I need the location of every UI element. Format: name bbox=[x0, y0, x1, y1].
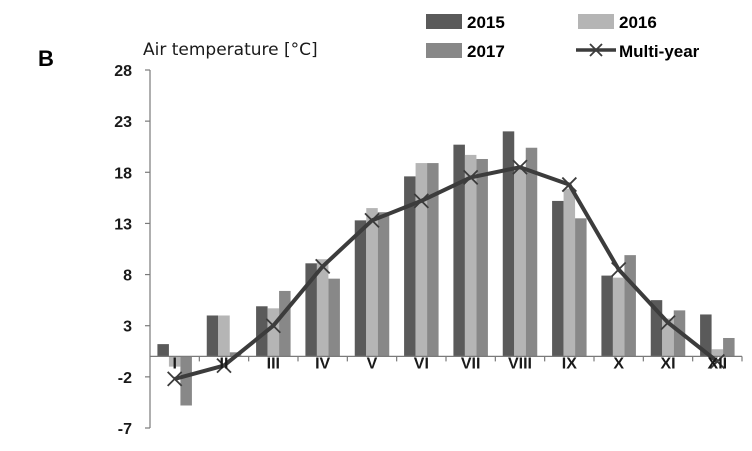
multi-year-point-i bbox=[167, 371, 183, 387]
x-category-label: VIII bbox=[508, 355, 532, 372]
bar-2016-xii bbox=[711, 349, 724, 357]
bar-2015-iii bbox=[256, 306, 268, 357]
y-tick-label: 13 bbox=[114, 216, 132, 233]
y-tick-label: 18 bbox=[114, 165, 132, 182]
bar-2016-iv bbox=[316, 259, 329, 357]
bar-2015-ix bbox=[552, 200, 564, 357]
y-tick-label: 23 bbox=[114, 114, 132, 131]
bar-2016-i bbox=[168, 356, 181, 367]
bar-2015-xii bbox=[700, 314, 712, 357]
multi-year-series-line bbox=[174, 165, 719, 381]
y-tick-label: 28 bbox=[114, 63, 132, 80]
y-tick-label: -2 bbox=[118, 370, 132, 387]
legend-label-multi-year: Multi-year bbox=[619, 42, 700, 61]
y-axis-title: Air temperature [°C] bbox=[143, 40, 318, 60]
legend: 2015 2016 2017 Multi-year bbox=[426, 13, 700, 61]
category-labels: I II III IV V VI VII VIII IX X XI XII bbox=[172, 355, 727, 372]
multi-year-point-xi bbox=[660, 315, 676, 331]
legend-swatch-2015 bbox=[426, 14, 462, 29]
legend-swatch-2016 bbox=[578, 14, 614, 29]
bar-2016-iii bbox=[267, 308, 280, 357]
bar-2017-iii bbox=[279, 290, 291, 357]
multi-year-point-ix bbox=[561, 176, 577, 193]
x-category-label: XII bbox=[708, 355, 728, 372]
legend-swatch-2017 bbox=[426, 43, 462, 58]
x-category-label: V bbox=[367, 355, 378, 372]
multi-year-point-x bbox=[611, 261, 627, 278]
bar-2015-viii bbox=[502, 131, 515, 357]
legend-label-2016: 2016 bbox=[619, 13, 657, 32]
x-category-label: VI bbox=[414, 355, 429, 372]
legend-label-2017: 2017 bbox=[467, 42, 505, 61]
bar-2017-vii bbox=[476, 158, 488, 357]
x-category-label: VII bbox=[461, 355, 481, 372]
bar-2015-v bbox=[354, 220, 367, 357]
y-tick-label: 3 bbox=[123, 319, 132, 336]
bar-2017-ix bbox=[575, 218, 587, 357]
multi-year-point-vi bbox=[413, 193, 429, 209]
bar-2015-i bbox=[157, 344, 169, 357]
bar-2017-x bbox=[624, 255, 636, 357]
multi-year-point-ii bbox=[216, 357, 232, 374]
x-category-label: IV bbox=[315, 355, 330, 372]
bar-2016-vi bbox=[415, 163, 428, 357]
bar-2017-vi bbox=[427, 163, 439, 357]
bar-2017-i bbox=[180, 356, 192, 406]
multi-year-point-iv bbox=[315, 258, 331, 275]
y-tick-label: 8 bbox=[123, 268, 132, 285]
bars bbox=[157, 131, 735, 406]
bar-2016-ix bbox=[563, 188, 576, 357]
multi-year-point-viii bbox=[512, 159, 528, 175]
x-category-label: III bbox=[267, 355, 280, 372]
bar-2015-vii bbox=[453, 144, 465, 357]
x-category-label: XI bbox=[660, 355, 675, 372]
x-category-label: II bbox=[220, 355, 229, 372]
bar-2015-ii bbox=[206, 315, 219, 357]
bar-2017-xii bbox=[723, 337, 735, 357]
bar-2016-x bbox=[612, 277, 625, 357]
multi-year-point-iii bbox=[265, 318, 281, 334]
panel-label: B bbox=[38, 46, 54, 71]
bar-2015-vi bbox=[404, 176, 416, 357]
bar-2016-v bbox=[366, 208, 378, 357]
x-category-label: IX bbox=[562, 355, 577, 372]
bar-2016-xi bbox=[662, 318, 674, 357]
bar-2016-viii bbox=[514, 167, 526, 357]
multi-year-point-xii bbox=[709, 353, 725, 370]
legend-marker-multi-year bbox=[589, 43, 603, 57]
bar-2017-v bbox=[377, 212, 390, 357]
legend-label-2015: 2015 bbox=[467, 13, 505, 32]
y-tick-labels: 28 23 18 13 8 3 -2 -7 bbox=[114, 63, 132, 438]
bar-2015-iv bbox=[305, 263, 317, 357]
bar-2017-iv bbox=[328, 278, 340, 357]
multi-year-point-v bbox=[364, 212, 380, 228]
multi-year-point-vii bbox=[463, 169, 479, 186]
bar-2017-viii bbox=[525, 147, 538, 357]
bar-2016-ii bbox=[218, 315, 230, 357]
x-category-label: X bbox=[613, 355, 624, 372]
bar-2015-x bbox=[601, 275, 613, 357]
x-category-label: I bbox=[172, 355, 176, 372]
y-tick-label: -7 bbox=[118, 421, 132, 438]
bar-2015-xi bbox=[650, 300, 663, 357]
multi-year-line bbox=[167, 159, 725, 387]
bar-2016-vii bbox=[464, 154, 477, 357]
axes bbox=[145, 69, 743, 429]
